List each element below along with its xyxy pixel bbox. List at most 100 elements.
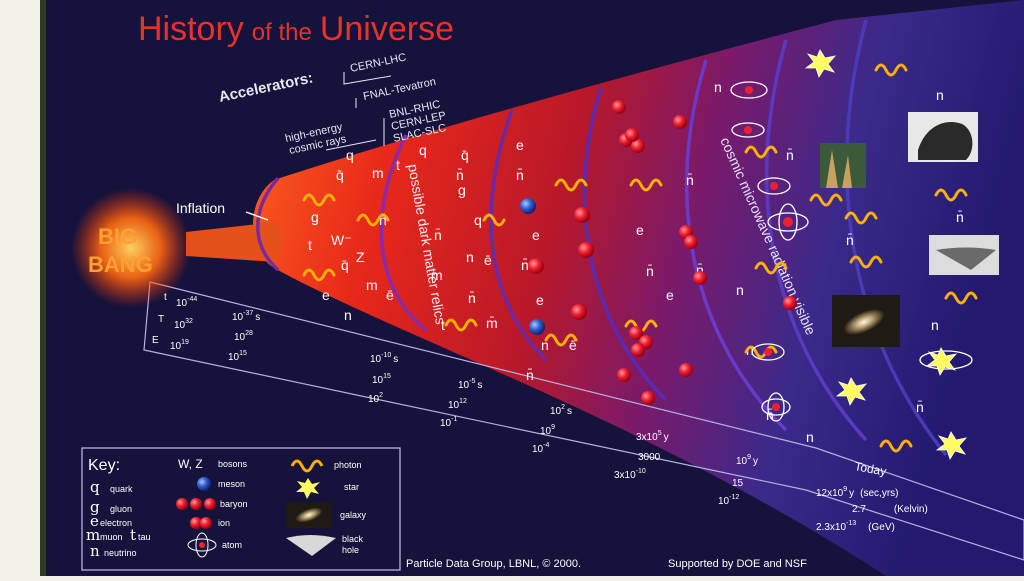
particle-m: m <box>366 277 378 293</box>
particle-mbar: m̄ <box>486 315 498 331</box>
particle-nbar: n̄ <box>379 212 387 228</box>
photon-squiggle <box>629 178 663 192</box>
photon-squiggle <box>744 145 778 159</box>
scale-row-labels: t T E <box>152 292 167 346</box>
particle-t: t <box>308 237 312 253</box>
particle-nbar: n̄ <box>846 232 854 248</box>
baryon <box>528 258 544 274</box>
particle-nbar: n̄ <box>956 209 964 225</box>
credit-text: Particle Data Group, LBNL, © 2000. <box>406 558 581 570</box>
particle-nbar: n̄ <box>434 227 442 243</box>
particle-m: m <box>372 165 384 181</box>
key-galaxy-icon <box>295 507 323 523</box>
c7-time: 109 y <box>736 454 758 467</box>
photon-squiggle <box>444 318 478 332</box>
ion <box>641 391 655 405</box>
c1-time: 10-44 <box>176 296 197 309</box>
particle-n: n <box>736 282 744 298</box>
key-ion-icon <box>190 517 202 529</box>
ion <box>631 139 645 153</box>
photon-squiggle <box>744 345 778 359</box>
ion <box>631 343 645 357</box>
c1-temp: 1032 <box>174 318 193 331</box>
particle-nbar: n̄ <box>786 147 794 163</box>
c2-time: 10-37 s <box>232 310 260 323</box>
particle-nbar: n̄ <box>696 262 704 278</box>
photon-squiggle <box>944 291 978 305</box>
inflation-arrow <box>245 211 269 221</box>
particle-e: e <box>532 227 540 243</box>
photon-squiggle <box>554 178 588 192</box>
scale-row-E: E <box>152 335 159 346</box>
epoch-arc-2 <box>379 134 428 332</box>
today-energy: 2.3x10-13 (GeV) <box>816 520 895 533</box>
key-tau-symbol: t <box>130 526 136 544</box>
photon-squiggle <box>482 213 506 227</box>
diagram-canvas: BIG BANG History of the Universe Accelerat… <box>46 0 1024 576</box>
ion <box>673 115 687 129</box>
particle-n: n <box>714 79 722 95</box>
star-icon <box>804 49 837 78</box>
ion <box>629 326 643 340</box>
particle-nbar: n̄ <box>456 167 464 183</box>
particle-Z: Z <box>356 249 365 265</box>
ion <box>617 368 631 382</box>
slide-margin <box>0 0 40 576</box>
ion <box>693 271 707 285</box>
atom <box>730 81 768 99</box>
scale-values: 10-44 1032 1019 10-37 s 1028 1015 10-10 s … <box>170 296 928 533</box>
photon-squiggle <box>302 268 336 282</box>
scale-band <box>143 281 1024 561</box>
key-star-icon <box>296 478 320 499</box>
particle-qbar: q̄ <box>461 147 469 163</box>
meson <box>520 198 536 214</box>
key-photon-label: photon <box>334 460 362 470</box>
key-panel: Key: q quark g gluon e electron m muon t… <box>81 447 401 571</box>
title-history: History of the Universe <box>138 10 454 48</box>
key-gluon-label: gluon <box>110 504 132 514</box>
particle-n: n <box>466 249 474 265</box>
key-ion-label: ion <box>218 518 230 528</box>
einstein-silhouette-icon <box>918 121 973 160</box>
key-title: Key: <box>88 457 120 474</box>
epoch-arc-1 <box>256 176 280 272</box>
atoms <box>730 81 973 422</box>
particle-e: e <box>666 287 674 303</box>
particle-nbar: n̄ <box>526 367 534 383</box>
c5-energy: 10-4 <box>532 442 549 455</box>
c4-energy: 10-1 <box>440 416 457 429</box>
particle-nbar: n̄ <box>686 172 694 188</box>
ion <box>625 128 639 142</box>
c4-temp: 1012 <box>448 398 467 411</box>
nebula-photo <box>820 143 866 188</box>
key-black-hole-label-1: black <box>342 534 364 544</box>
star-icon <box>935 431 968 460</box>
inflation-label: Inflation <box>176 200 225 216</box>
photons <box>302 63 978 453</box>
key-baryon-icon <box>176 498 188 510</box>
particle-ebar: ē <box>484 252 492 268</box>
key-electron-label: electron <box>100 518 132 528</box>
c1-energy: 1019 <box>170 339 189 352</box>
star-icon <box>925 347 958 376</box>
c6-energy: 3x10-10 <box>614 468 646 481</box>
particle-nbar: n̄ <box>646 263 654 279</box>
key-entries-col1: q quark g gluon e electron m muon t tau … <box>86 478 151 560</box>
key-bosons-label: bosons <box>218 459 248 469</box>
key-gluon-symbol: g <box>90 498 100 516</box>
photon-squiggle <box>544 333 578 347</box>
particle-n: n <box>806 429 814 445</box>
key-baryon-icon <box>204 498 216 510</box>
photon-squiggle <box>934 188 968 202</box>
history-of-universe-figure: BIG BANG History of the Universe Accelerat… <box>46 0 1024 576</box>
particle-g: g <box>458 182 466 198</box>
particle-ebar: ē <box>386 287 394 303</box>
key-photon-icon <box>290 459 324 473</box>
photon-squiggle <box>849 255 883 269</box>
today-label: Today <box>853 459 887 478</box>
key-muon-label: muon <box>100 532 123 542</box>
mesons <box>520 198 545 335</box>
key-galaxy-label: galaxy <box>340 510 367 520</box>
c6-time: 3x105 y <box>636 430 669 443</box>
scale-row-t: t <box>164 292 167 303</box>
